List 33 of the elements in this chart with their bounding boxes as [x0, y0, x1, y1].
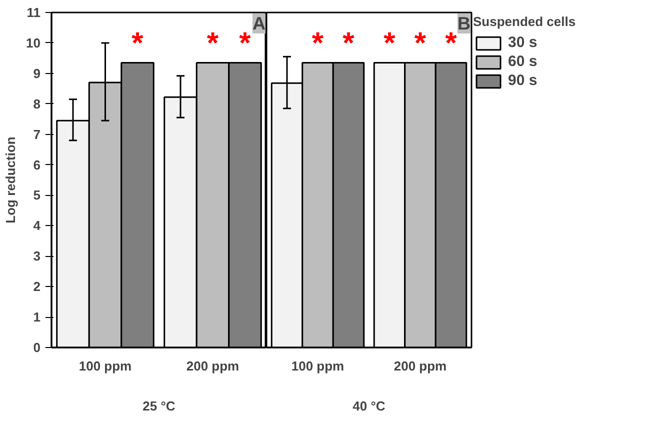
x-tick-label: 100 ppm: [291, 358, 344, 374]
data-label: *: [239, 26, 252, 60]
y-tick-label: 7: [33, 126, 41, 142]
y-tick-label: 1: [33, 310, 41, 325]
x-axis-title: 25 °C: [142, 398, 176, 414]
y-tick-label: 5: [33, 188, 41, 203]
data-label: *: [384, 26, 396, 60]
data-label: *: [312, 26, 324, 60]
legend-label: 90 s: [508, 72, 538, 89]
y-tick-label: 6: [33, 157, 41, 172]
y-tick-label: 3: [33, 248, 41, 264]
y-tick-label: 10: [26, 35, 41, 50]
chart-title: B: [458, 14, 470, 34]
x-tick-label: 200 ppm: [186, 358, 240, 374]
data-label: *: [342, 26, 355, 60]
y-tick-label: 4: [33, 218, 42, 234]
y-tick-label: 11: [26, 5, 41, 20]
x-tick-label: 100 ppm: [78, 358, 132, 374]
y-axis-title: Log reduction: [3, 136, 18, 224]
legend-title: Suspended cells: [473, 14, 576, 29]
data-label: *: [445, 26, 458, 60]
y-tick-label: 2: [33, 279, 41, 294]
data-label: *: [206, 26, 219, 60]
y-tick-label: 0: [33, 340, 41, 355]
chart-title: A: [252, 14, 266, 34]
x-tick-label: 200 ppm: [394, 358, 447, 374]
y-tick-label: 9: [33, 66, 41, 81]
data-label: *: [132, 26, 144, 60]
legend-label: 60 s: [508, 53, 538, 70]
x-axis-title: 40 °C: [352, 398, 386, 414]
y-tick-label: 8: [33, 96, 41, 112]
data-label: *: [414, 26, 426, 60]
legend-label: 30 s: [508, 34, 538, 51]
